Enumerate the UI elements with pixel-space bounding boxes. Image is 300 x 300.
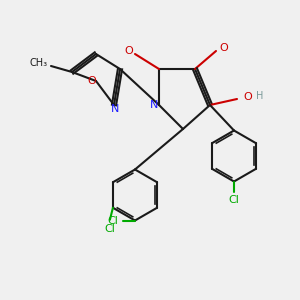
Text: H: H bbox=[256, 91, 263, 101]
Text: O: O bbox=[243, 92, 252, 103]
Text: O: O bbox=[87, 76, 96, 86]
Text: O: O bbox=[124, 46, 134, 56]
Text: Cl: Cl bbox=[107, 215, 118, 226]
Text: CH₃: CH₃ bbox=[30, 58, 48, 68]
Text: O: O bbox=[219, 43, 228, 53]
Text: Cl: Cl bbox=[104, 224, 116, 234]
Text: Cl: Cl bbox=[229, 195, 239, 206]
Text: N: N bbox=[111, 104, 120, 115]
Text: N: N bbox=[149, 100, 158, 110]
